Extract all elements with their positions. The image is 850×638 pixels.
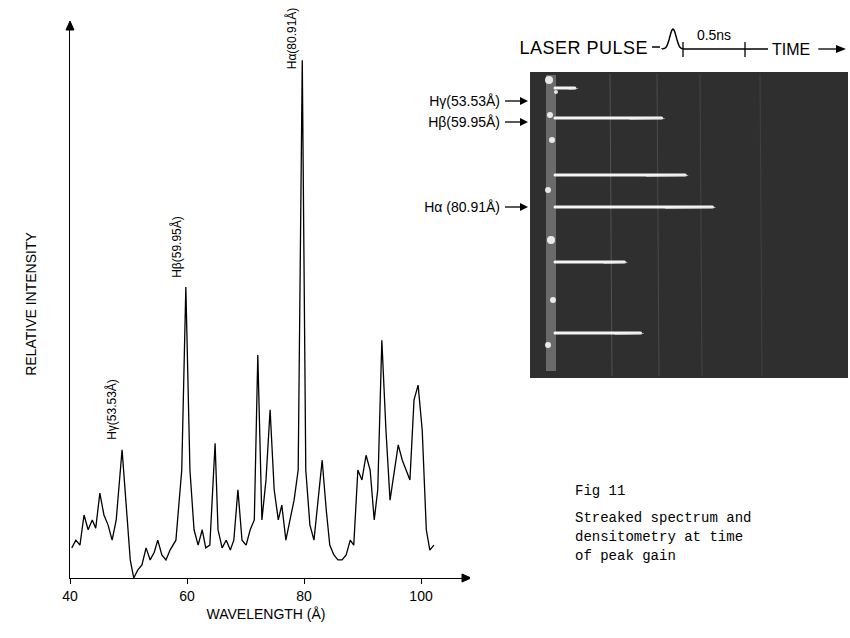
svg-text:densitometry at time: densitometry at time [575,529,743,545]
svg-text:TIME: TIME [772,41,810,58]
svg-text:WAVELENGTH (Å): WAVELENGTH (Å) [206,606,325,622]
svg-text:Hγ(53.53Å): Hγ(53.53Å) [429,93,500,109]
svg-text:60: 60 [179,588,195,604]
svg-text:Hβ(59.95Å): Hβ(59.95Å) [169,216,184,278]
svg-text:80: 80 [296,588,312,604]
svg-text:Hα (80.91Å): Hα (80.91Å) [424,199,500,215]
svg-text:RELATIVE INTENSITY: RELATIVE INTENSITY [23,232,39,376]
svg-text:Hα(80.91Å): Hα(80.91Å) [284,8,299,70]
svg-text:100: 100 [409,588,433,604]
svg-text:0.5ns: 0.5ns [697,27,731,43]
svg-text:LASER PULSE: LASER PULSE [519,38,648,58]
svg-text:Hγ(53.53Å): Hγ(53.53Å) [104,379,119,440]
svg-text:Hβ(59.95Å): Hβ(59.95Å) [428,114,500,130]
svg-text:40: 40 [62,588,78,604]
svg-text:of peak gain: of peak gain [575,548,676,564]
svg-text:Streaked spectrum and: Streaked spectrum and [575,510,751,526]
svg-text:Fig 11: Fig 11 [575,483,625,499]
